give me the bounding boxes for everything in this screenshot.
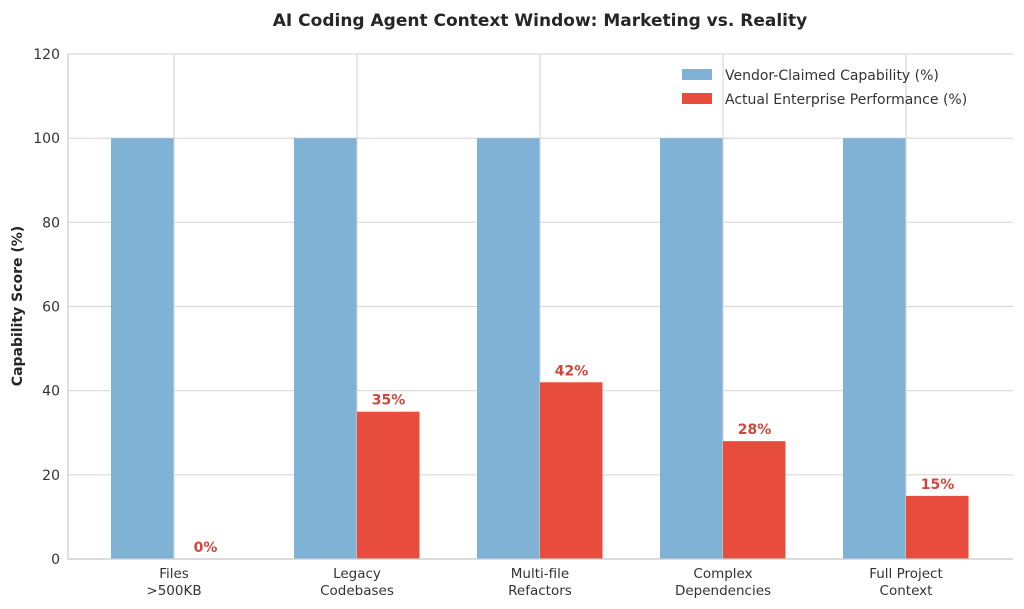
x-tick-label: Complex xyxy=(693,566,752,582)
legend-label: Vendor-Claimed Capability (%) xyxy=(725,68,939,84)
x-tick-label: Refactors xyxy=(508,583,572,599)
bar-claimed xyxy=(111,138,174,559)
y-axis-label: Capability Score (%) xyxy=(10,226,26,386)
value-labels: 0% 35% 42% 28% 15% xyxy=(194,363,955,556)
bar-actual xyxy=(906,495,969,559)
bar-actual xyxy=(357,411,420,559)
x-tick-label: Context xyxy=(880,583,933,599)
legend-label: Actual Enterprise Performance (%) xyxy=(725,92,967,108)
y-tick-label: 0 xyxy=(51,552,60,568)
x-tick-label: Legacy xyxy=(333,566,381,582)
y-tick-label: 120 xyxy=(33,47,60,63)
bar-claimed xyxy=(843,138,906,559)
bar-value-label: 15% xyxy=(921,477,955,493)
x-tick-label: Codebases xyxy=(320,583,394,599)
y-tick-label: 80 xyxy=(42,215,60,231)
bar-claimed xyxy=(294,138,357,559)
legend: Vendor-Claimed Capability (%) Actual Ente… xyxy=(682,68,967,108)
bar-value-label: 28% xyxy=(738,422,772,438)
x-tick-label: Multi-file xyxy=(511,566,569,582)
bar-value-label: 42% xyxy=(555,363,589,379)
chart-title: AI Coding Agent Context Window: Marketin… xyxy=(273,11,807,31)
bar-value-label: 0% xyxy=(194,540,218,556)
x-tick-label: Full Project xyxy=(869,566,943,582)
x-tick-label: Files xyxy=(159,566,189,582)
legend-swatch xyxy=(682,93,712,104)
bars xyxy=(111,138,969,559)
axes: 0 20 40 60 80 100 120 Files>500KB LegacyCodebase… xyxy=(33,47,1013,599)
y-tick-label: 100 xyxy=(33,131,60,147)
bar-value-label: 35% xyxy=(372,393,406,409)
x-tick-label: >500KB xyxy=(146,583,201,599)
y-tick-label: 40 xyxy=(42,384,60,400)
x-tick-label: Dependencies xyxy=(675,583,771,599)
bar-claimed xyxy=(660,138,723,559)
gridlines xyxy=(68,53,1013,560)
y-tick-label: 20 xyxy=(42,468,60,484)
bar-actual xyxy=(540,382,603,559)
bar-claimed xyxy=(477,138,540,559)
y-tick-label: 60 xyxy=(42,300,60,316)
bar-actual xyxy=(723,441,786,559)
legend-swatch xyxy=(682,69,712,80)
